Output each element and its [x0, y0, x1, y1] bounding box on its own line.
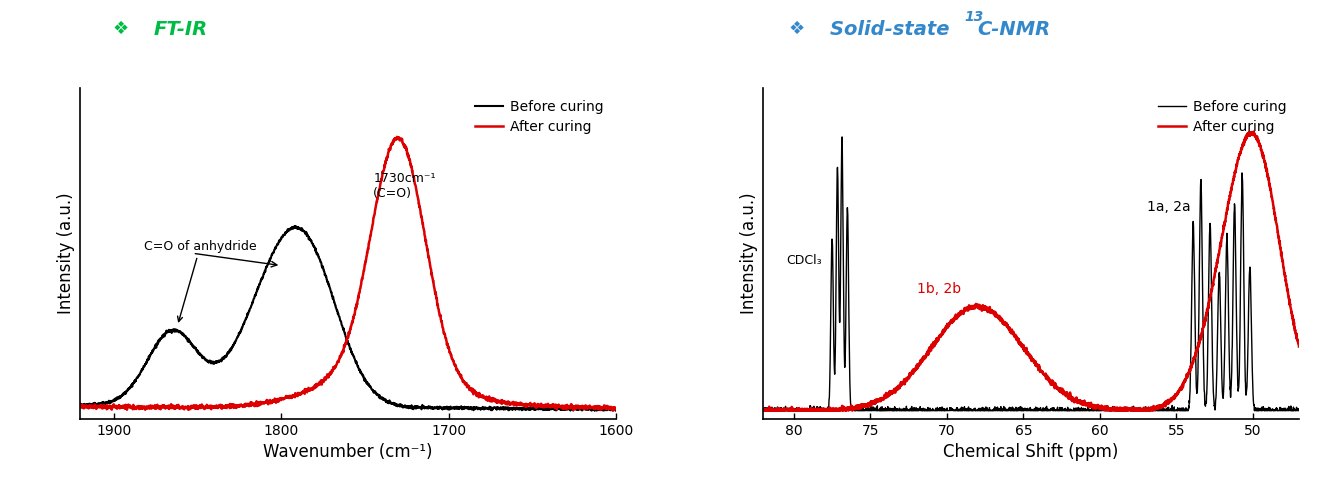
After curing [1245, 129, 1261, 134]
After curing [588, 404, 604, 410]
X-axis label: Wavenumber (cm⁻¹): Wavenumber (cm⁻¹) [264, 443, 432, 461]
Before curing [1063, 408, 1079, 413]
After curing [79, 404, 95, 410]
Before curing [758, 408, 774, 413]
Y-axis label: Intensity (a.u.): Intensity (a.u.) [739, 192, 758, 314]
Text: Solid-state: Solid-state [830, 19, 956, 39]
X-axis label: Chemical Shift (ppm): Chemical Shift (ppm) [944, 443, 1118, 461]
After curing [616, 407, 632, 413]
Before curing [362, 384, 378, 390]
Before curing [64, 402, 80, 408]
Text: 13: 13 [964, 10, 983, 24]
Before curing [588, 404, 604, 410]
Before curing [1202, 250, 1218, 256]
After curing [64, 404, 80, 410]
After curing [181, 405, 197, 411]
Before curing [615, 408, 631, 413]
Before curing [1236, 255, 1252, 261]
After curing [362, 237, 378, 243]
After curing [1087, 403, 1103, 409]
Legend: Before curing, After curing: Before curing, After curing [470, 94, 609, 139]
After curing [605, 408, 621, 413]
Before curing [818, 408, 834, 413]
After curing [747, 407, 763, 412]
Before curing [834, 134, 850, 140]
Text: FT-IR: FT-IR [154, 19, 208, 39]
After curing [1236, 142, 1252, 148]
Text: 1730cm⁻¹
(C=O): 1730cm⁻¹ (C=O) [374, 172, 435, 200]
After curing [817, 408, 833, 413]
Before curing [347, 359, 363, 365]
Line: After curing: After curing [755, 131, 1307, 411]
Text: 1a, 2a: 1a, 2a [1148, 200, 1190, 214]
Line: After curing: After curing [72, 137, 624, 411]
After curing [80, 405, 96, 411]
Line: Before curing: Before curing [755, 137, 1307, 411]
After curing [1299, 368, 1315, 374]
Before curing [1087, 406, 1103, 412]
Text: C=O of anhydride: C=O of anhydride [145, 240, 257, 321]
Before curing [79, 402, 95, 408]
Before curing [747, 408, 763, 413]
Line: Before curing: Before curing [72, 226, 624, 411]
Legend: Before curing, After curing: Before curing, After curing [1153, 94, 1292, 139]
Before curing [181, 336, 197, 342]
Before curing [616, 407, 632, 413]
Y-axis label: Intensity (a.u.): Intensity (a.u.) [56, 192, 75, 314]
Text: ❖: ❖ [789, 20, 805, 38]
Text: 1b, 2b: 1b, 2b [917, 281, 961, 296]
Text: CDCl₃: CDCl₃ [786, 254, 822, 266]
After curing [390, 134, 406, 140]
After curing [1202, 291, 1218, 297]
Before curing [80, 402, 96, 408]
After curing [1063, 393, 1079, 399]
Before curing [287, 223, 303, 229]
After curing [758, 408, 774, 413]
Text: C-NMR: C-NMR [977, 19, 1051, 39]
After curing [1142, 408, 1158, 413]
Before curing [1299, 408, 1315, 413]
After curing [347, 307, 363, 313]
Text: ❖: ❖ [112, 20, 129, 38]
